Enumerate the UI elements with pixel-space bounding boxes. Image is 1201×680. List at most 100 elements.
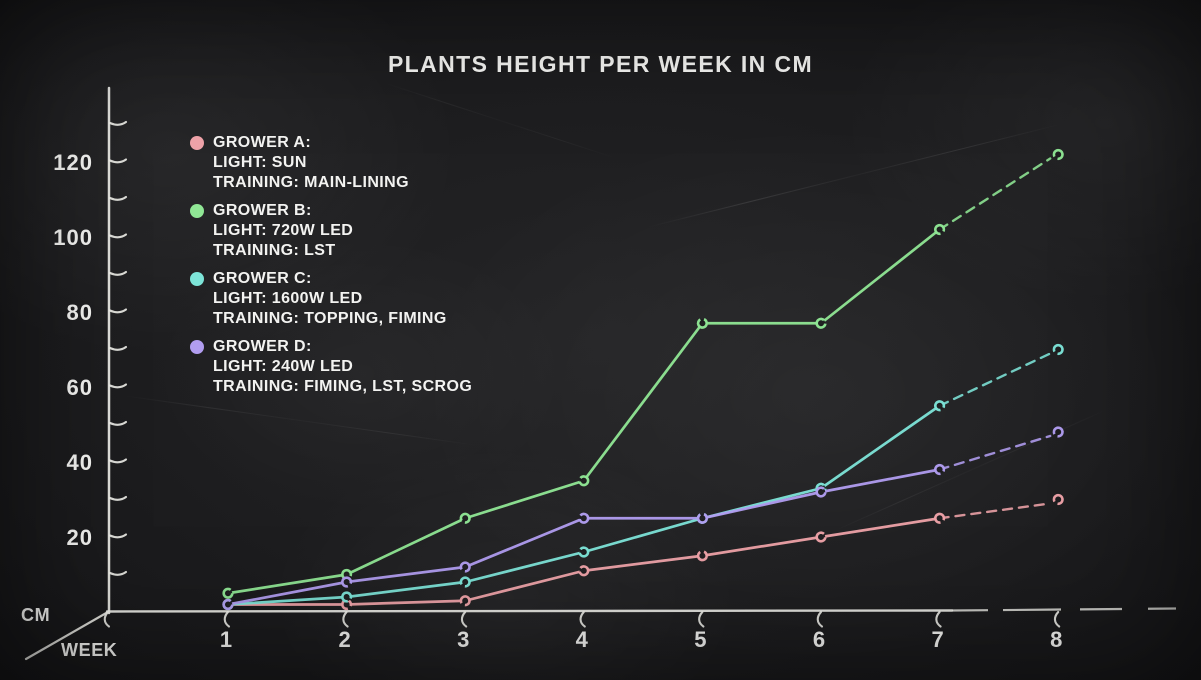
x-axis-tick	[342, 610, 349, 628]
x-axis-tick	[698, 610, 705, 628]
chart-title: PLANTS HEIGHT PER WEEK IN CM	[387, 51, 814, 77]
legend-light-label: LIGHT: 1600W LED	[213, 290, 363, 307]
y-axis-tick	[108, 458, 128, 464]
x-axis-tick	[1053, 610, 1061, 628]
x-tick-label: 2	[338, 627, 350, 652]
legend-text: GROWER A: LIGHT: SUN TRAINING: MAIN-LINING	[213, 133, 409, 193]
legend-light-label: LIGHT: SUN	[213, 154, 307, 171]
legend-item: GROWER A: LIGHT: SUN TRAINING: MAIN-LINING	[187, 133, 472, 193]
data-point-marker	[933, 223, 946, 236]
data-point-marker	[1052, 426, 1064, 438]
chart-legend: GROWER A: LIGHT: SUN TRAINING: MAIN-LINING…	[187, 133, 472, 405]
data-point-marker	[1052, 343, 1064, 356]
legend-grower-name: GROWER D:	[213, 338, 312, 355]
y-axis-tick	[108, 270, 128, 276]
data-point-marker	[578, 546, 590, 558]
data-point-marker	[459, 576, 471, 588]
y-axis-tick	[108, 420, 128, 426]
y-axis-tick	[108, 345, 128, 351]
legend-color-dot	[190, 340, 204, 354]
series-line-dashed-segment	[938, 352, 1052, 407]
x-axis-tick	[816, 610, 824, 628]
data-point-marker	[933, 512, 946, 524]
y-axis-tick	[108, 233, 128, 239]
y-tick-label: 60	[67, 375, 93, 400]
series-line	[226, 468, 941, 606]
data-point-marker	[459, 595, 471, 607]
x-axis-tick	[579, 610, 586, 628]
legend-grower-name: GROWER B:	[213, 202, 312, 219]
data-point-marker	[696, 550, 709, 562]
x-tick-label: 5	[694, 627, 706, 652]
legend-grower-name: GROWER C:	[213, 270, 312, 287]
x-tick-label: 4	[576, 627, 589, 652]
x-axis-line-dashed	[951, 607, 1177, 612]
series-line-dashed-segment	[938, 502, 1052, 520]
legend-color-dot	[190, 204, 204, 218]
data-point-marker	[222, 587, 234, 599]
data-point-marker	[1052, 148, 1064, 161]
x-axis-tick	[460, 610, 468, 628]
data-point-marker	[340, 576, 353, 588]
x-tick-label: 3	[457, 627, 469, 652]
y-tick-label: 80	[67, 300, 93, 325]
data-point-marker	[815, 531, 827, 543]
x-tick-label: 1	[220, 627, 232, 652]
data-point-marker	[222, 598, 234, 611]
y-tick-label: 100	[53, 225, 93, 250]
y-axis-tick	[108, 120, 128, 126]
data-point-marker	[340, 591, 353, 603]
legend-item: GROWER C: LIGHT: 1600W LED TRAINING: TOPPI…	[187, 269, 472, 329]
data-point-marker	[933, 400, 946, 412]
x-axis-tick	[935, 610, 942, 628]
y-axis-unit-label: CM	[21, 605, 51, 625]
x-axis-unit-label: WEEK	[61, 640, 118, 660]
data-point-marker	[1052, 493, 1064, 506]
data-point-marker	[459, 512, 471, 524]
legend-item: GROWER D: LIGHT: 240W LED TRAINING: FIMING…	[187, 337, 472, 397]
data-point-marker	[696, 512, 709, 524]
legend-training-label: TRAINING: TOPPING, FIMING	[213, 310, 447, 327]
y-axis-tick	[108, 308, 128, 314]
legend-light-label: LIGHT: 720W LED	[213, 222, 354, 239]
y-axis-tick	[108, 195, 128, 201]
y-axis-tick	[108, 533, 128, 539]
legend-training-label: TRAINING: LST	[213, 242, 336, 259]
legend-training-label: TRAINING: MAIN-LINING	[213, 174, 409, 191]
data-point-marker	[578, 475, 590, 487]
legend-color-dot	[190, 136, 204, 150]
y-axis-tick	[108, 158, 128, 164]
x-tick-label: 6	[813, 627, 825, 652]
x-axis-tick	[103, 610, 111, 628]
y-tick-label: 120	[53, 150, 93, 175]
y-axis-tick	[108, 495, 128, 501]
legend-color-dot	[190, 272, 204, 286]
x-tick-label: 8	[1050, 627, 1062, 652]
legend-text: GROWER D: LIGHT: 240W LED TRAINING: FIMING…	[213, 337, 472, 397]
legend-text: GROWER B: LIGHT: 720W LED TRAINING: LST	[213, 201, 353, 261]
series-line-dashed-segment	[938, 434, 1052, 471]
data-point-marker	[459, 561, 471, 573]
series-line	[226, 516, 941, 606]
x-axis-line	[105, 609, 954, 613]
series-line-dashed-segment	[938, 157, 1052, 231]
data-point-marker	[933, 463, 946, 476]
legend-light-label: LIGHT: 240W LED	[213, 358, 354, 375]
x-tick-label: 7	[931, 627, 943, 652]
y-tick-label: 40	[67, 450, 93, 475]
data-point-marker	[815, 486, 827, 498]
data-point-marker	[578, 565, 590, 577]
data-point-marker	[815, 317, 827, 329]
data-point-marker	[696, 317, 709, 329]
data-point-marker	[578, 512, 590, 524]
legend-text: GROWER C: LIGHT: 1600W LED TRAINING: TOPPI…	[213, 269, 447, 329]
x-axis-tick	[223, 610, 231, 628]
legend-grower-name: GROWER A:	[213, 134, 312, 151]
y-axis-tick	[108, 383, 128, 389]
axis-corner-diagonal	[24, 610, 110, 661]
y-tick-label: 20	[67, 525, 93, 550]
legend-item: GROWER B: LIGHT: 720W LED TRAINING: LST	[187, 201, 472, 261]
y-axis-tick	[108, 570, 128, 576]
